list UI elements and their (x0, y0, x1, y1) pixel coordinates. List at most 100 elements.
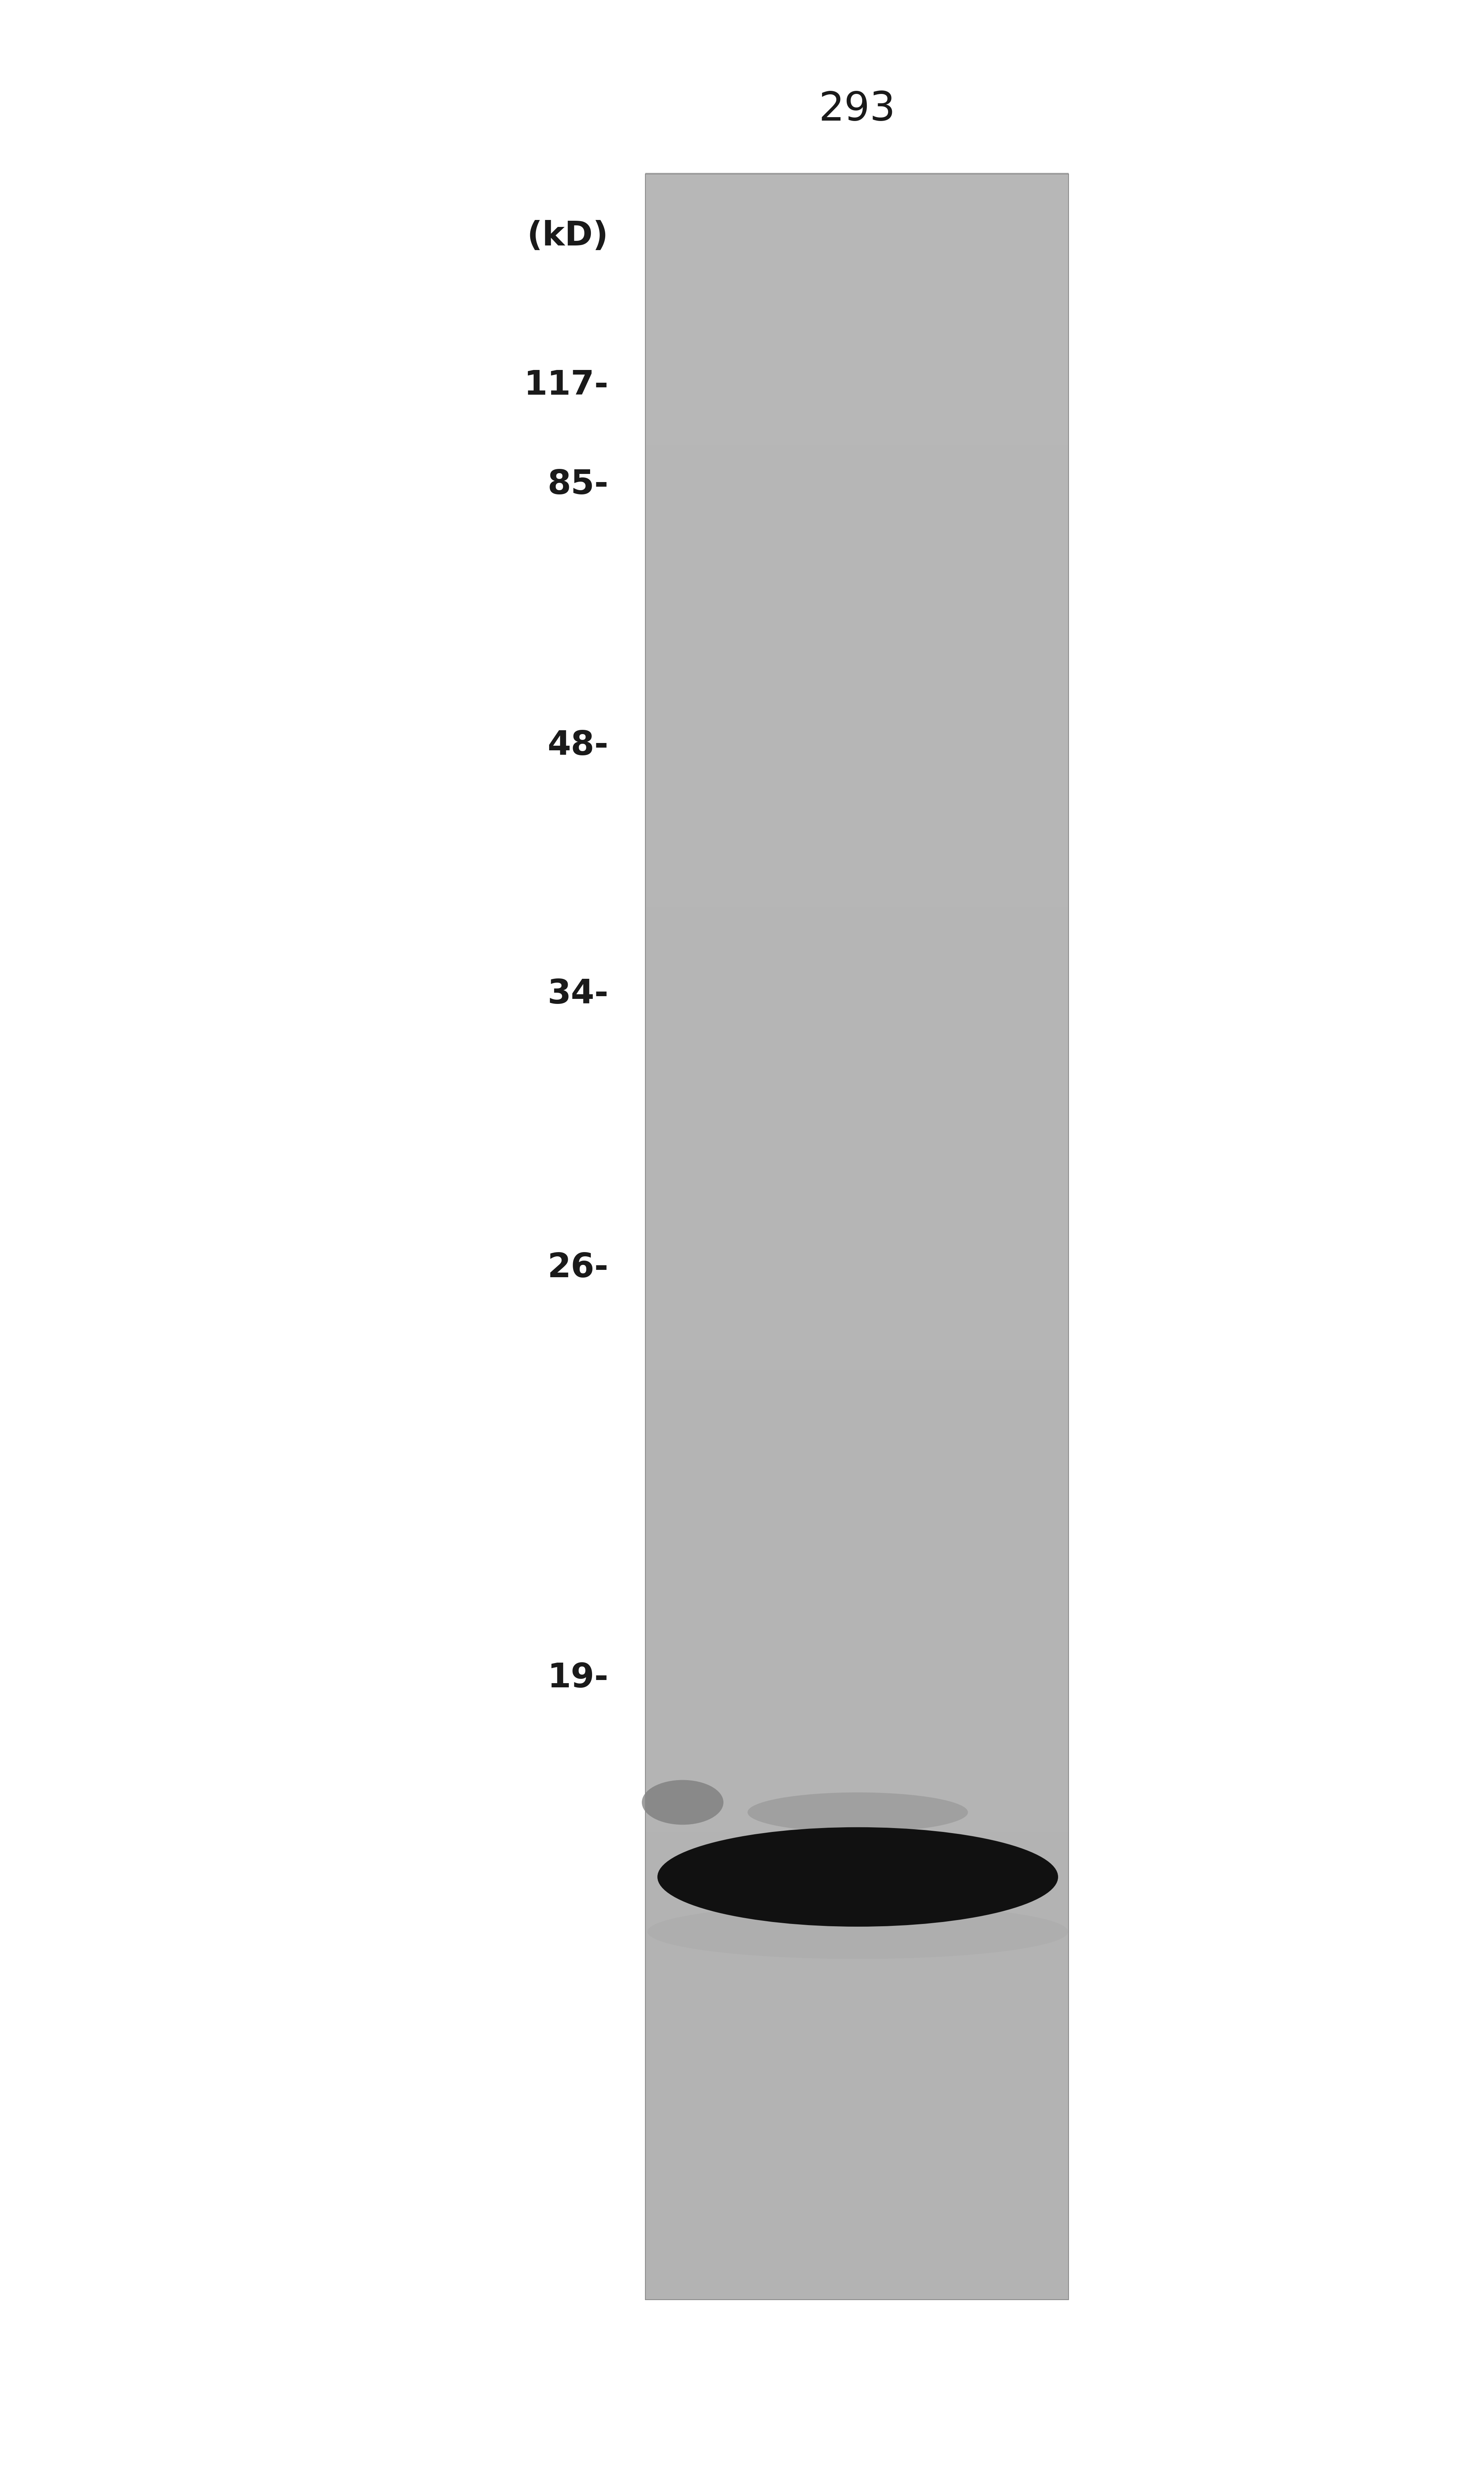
Bar (646, 1245, 1068, 1253)
Bar (646, 450, 1068, 455)
Bar (646, 465, 1068, 472)
Bar (646, 2272, 1068, 2277)
Bar (646, 619, 1068, 626)
Bar (646, 1889, 1068, 1897)
Bar (646, 2086, 1068, 2093)
Bar (646, 997, 1068, 1002)
Bar (646, 348, 1068, 355)
Bar (646, 172, 1068, 179)
Bar (646, 311, 1068, 318)
Bar (646, 216, 1068, 221)
Bar (646, 1176, 1068, 1183)
Bar (646, 1071, 1068, 1076)
Bar (646, 1066, 1068, 1071)
Bar (646, 1608, 1068, 1613)
Bar (646, 1258, 1068, 1263)
Text: (kD): (kD) (527, 219, 608, 254)
Bar (646, 2108, 1068, 2113)
Bar (646, 1375, 1068, 1380)
Bar (646, 843, 1068, 848)
Bar (646, 1974, 1068, 1981)
Bar (646, 661, 1068, 669)
Bar (646, 2218, 1068, 2225)
Bar (646, 1996, 1068, 2001)
Bar (646, 751, 1068, 758)
Bar (646, 1745, 1068, 1753)
Bar (646, 534, 1068, 539)
Bar (646, 1683, 1068, 1688)
Bar (646, 433, 1068, 440)
Bar (646, 2155, 1068, 2160)
Bar (646, 259, 1068, 264)
Bar (646, 2240, 1068, 2247)
Bar (646, 1497, 1068, 1502)
Bar (646, 1198, 1068, 1206)
Bar (646, 2096, 1068, 2103)
Bar (646, 577, 1068, 584)
Bar (646, 1862, 1068, 1869)
Bar (646, 932, 1068, 940)
Bar (646, 833, 1068, 838)
Bar (646, 624, 1068, 631)
Bar (646, 1188, 1068, 1193)
Bar (646, 1511, 1068, 1519)
Bar (646, 1029, 1068, 1034)
Text: 48-: 48- (548, 728, 608, 763)
Ellipse shape (643, 1780, 724, 1825)
Bar (646, 1534, 1068, 1539)
Bar (646, 480, 1068, 487)
Bar (646, 254, 1068, 259)
Bar (646, 736, 1068, 743)
Bar (646, 2213, 1068, 2220)
Bar (646, 1730, 1068, 1735)
Bar (646, 858, 1068, 865)
Bar (646, 1830, 1068, 1837)
Bar (646, 2255, 1068, 2262)
Bar (646, 1320, 1068, 1328)
Bar (646, 1516, 1068, 1524)
Bar (646, 1447, 1068, 1454)
Bar (646, 768, 1068, 776)
Bar (646, 1755, 1068, 1763)
Bar (646, 470, 1068, 477)
Bar (646, 2203, 1068, 2210)
Bar (646, 1576, 1068, 1581)
Bar (646, 1342, 1068, 1347)
Bar (646, 572, 1068, 577)
Bar (646, 666, 1068, 674)
Bar (646, 236, 1068, 244)
Bar (646, 2118, 1068, 2123)
Bar (646, 1613, 1068, 1618)
Bar (646, 264, 1068, 268)
Bar (646, 1969, 1068, 1976)
Bar (646, 1763, 1068, 1768)
Bar (646, 1146, 1068, 1151)
Bar (646, 1623, 1068, 1631)
Bar (646, 1947, 1068, 1954)
Bar (646, 539, 1068, 547)
Bar (646, 890, 1068, 897)
Text: 293: 293 (819, 89, 895, 129)
Bar (646, 970, 1068, 977)
Bar (646, 778, 1068, 786)
Bar (646, 1777, 1068, 1785)
Bar (646, 992, 1068, 997)
Bar (646, 1867, 1068, 1874)
Bar (646, 1904, 1068, 1912)
Bar (646, 2026, 1068, 2034)
Bar (646, 2076, 1068, 2081)
Bar (646, 1805, 1068, 1810)
Bar (646, 395, 1068, 403)
Bar (646, 694, 1068, 701)
Bar (646, 1236, 1068, 1243)
Bar (646, 1750, 1068, 1758)
Bar (646, 1857, 1068, 1864)
Bar (646, 1395, 1068, 1402)
Bar (646, 400, 1068, 408)
Bar (646, 1454, 1068, 1459)
Bar (646, 965, 1068, 972)
Bar (646, 1502, 1068, 1509)
Bar (646, 343, 1068, 351)
Bar (646, 1713, 1068, 1720)
Bar (646, 2081, 1068, 2086)
